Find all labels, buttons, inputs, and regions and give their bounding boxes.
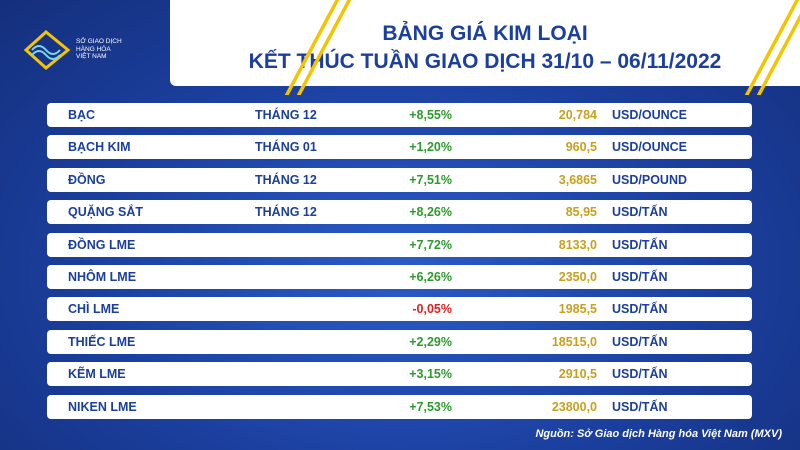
contract-month: THÁNG 12 [255,172,317,187]
unit: USD/TẤN [612,205,668,220]
table-row: CHÌ LME -0,05% 1985,5 USD/TẤN [47,297,752,322]
change: +8,26% [409,205,452,220]
unit: USD/TẤN [612,367,668,382]
metal-name: ĐỒNG [68,172,106,187]
logo-line: HÀNG HÓA [76,45,111,53]
metal-name: BẠC [68,108,96,122]
price: 960,5 [565,140,597,155]
price: 2910,5 [558,367,597,382]
table-row: NIKEN LME +7,53% 23800,0 USD/TẤN [47,394,752,419]
contract-month: THÁNG 01 [255,140,317,155]
table-row: NHÔM LME +6,26% 2350,0 USD/TẤN [47,265,752,289]
change: +3,15% [409,367,452,382]
price: 23800,0 [551,399,597,414]
price: 1985,5 [558,302,597,317]
table-row: ĐỒNG LME +7,72% 8133,0 USD/TẤN [47,232,752,257]
change: +8,55% [409,108,452,122]
change: +1,20% [409,140,452,155]
change: +6,26% [409,270,452,284]
metal-name: NHÔM LME [68,270,137,284]
table-row: ĐỒNG THÁNG 12 +7,51% 3,6865 USD/POUND [47,167,752,192]
contract-month: THÁNG 12 [255,108,317,122]
change: +7,53% [409,399,452,414]
change: +7,72% [409,237,452,252]
stripe [744,0,800,95]
metal-name: NIKEN LME [68,399,137,414]
logo-line: SỞ GIAO DỊCH [76,38,122,45]
unit: USD/TẤN [612,302,668,317]
table-row: BẠC THÁNG 12 +8,55% 20,784 USD/OUNCE [47,103,752,127]
table-row: KẼM LME +3,15% 2910,5 USD/TẤN [47,362,752,387]
unit: USD/TẤN [612,237,668,252]
metal-name: CHÌ LME [68,302,120,317]
stripe [296,0,352,95]
table-row: QUẶNG SẮT THÁNG 12 +8,26% 85,95 USD/TẤN [47,200,752,225]
contract-month: THÁNG 12 [255,205,317,220]
unit: USD/TẤN [612,334,668,349]
subtitle: KẾT THÚC TUẦN GIAO DỊCH 31/10 – 06/11/20… [248,50,722,73]
change: +7,51% [409,172,452,187]
change: +2,29% [409,334,452,349]
metal-name: BẠCH KIM [68,140,131,155]
table-row: BẠCH KIM THÁNG 01 +1,20% 960,5 USD/OUNCE [47,135,752,160]
change: -0,05% [412,302,452,317]
title: BẢNG GIÁ KIM LOẠI [382,22,588,45]
price: 8133,0 [558,237,597,252]
unit: USD/TẤN [612,270,668,284]
logo: SỞ GIAO DỊCH HÀNG HÓA VIỆT NAM [22,28,152,73]
stripe [284,0,340,95]
unit: USD/OUNCE [612,108,688,122]
unit: USD/POUND [612,172,688,187]
metal-name: ĐỒNG LME [68,237,136,252]
price: 18515,0 [551,334,597,349]
price: 85,95 [565,205,597,220]
logo-mark [23,30,71,70]
metal-name: THIẾC LME [68,334,136,349]
metal-name: KẼM LME [68,367,126,382]
logo-text: SỞ GIAO DỊCH HÀNG HÓA VIỆT NAM [76,38,122,61]
unit: USD/OUNCE [612,140,688,155]
header: BẢNG GIÁ KIM LOẠI KẾT THÚC TUẦN GIAO DỊC… [170,0,800,95]
price: 20,784 [558,108,597,122]
source: Nguồn: Sở Giao dịch Hàng hóa Việt Nam (M… [535,428,782,440]
price: 3,6865 [558,172,597,187]
metal-name: QUẶNG SẮT [68,205,143,220]
unit: USD/TẤN [612,399,668,414]
price: 2350,0 [558,270,597,284]
table-row: THIẾC LME +2,29% 18515,0 USD/TẤN [47,329,752,354]
stripe [756,0,800,95]
logo-line: VIỆT NAM [76,53,107,60]
